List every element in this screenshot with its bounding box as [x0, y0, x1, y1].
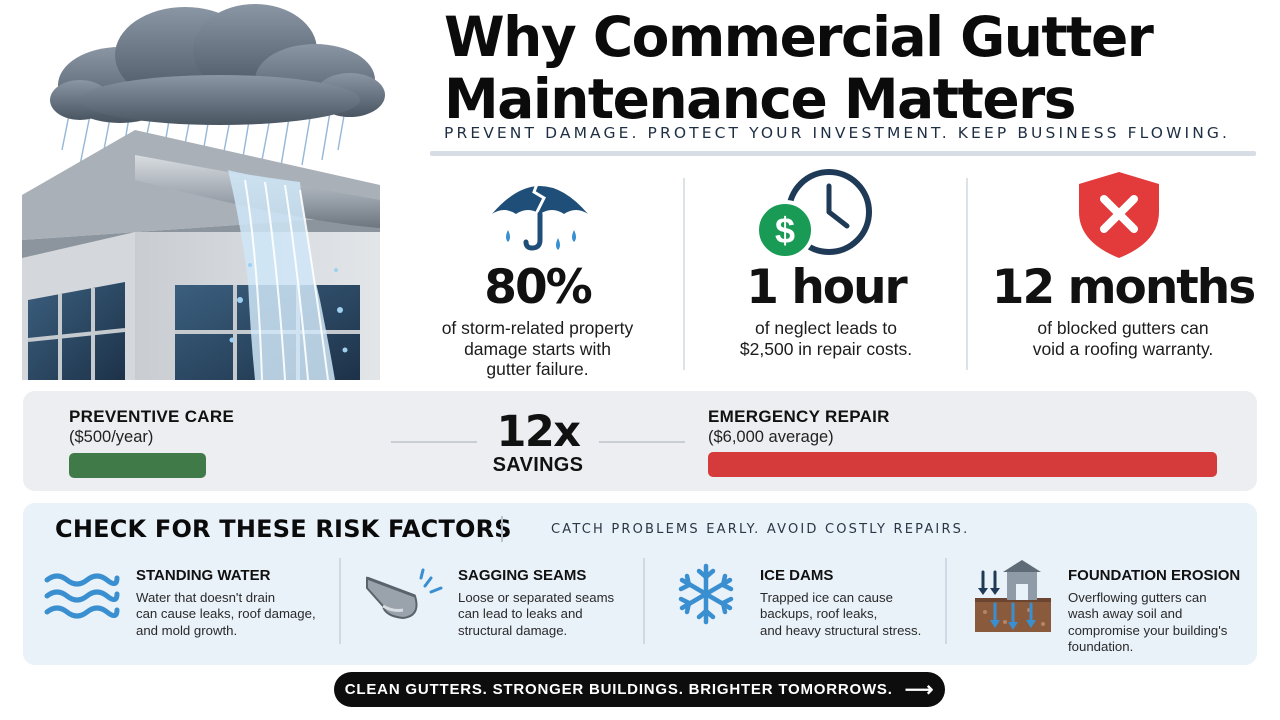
risk-factors-title: CHECK FOR THESE RISK FACTORS — [55, 515, 512, 543]
stat-description: of neglect leads to $2,500 in repair cos… — [685, 318, 967, 359]
title-line-2: Maintenance Matters — [444, 67, 1077, 131]
preventive-care-label: PREVENTIVE CARE — [69, 407, 235, 426]
cta-label: CLEAN GUTTERS. STRONGER BUILDINGS. BRIGH… — [344, 681, 893, 698]
emergency-cost-bar — [708, 452, 1217, 477]
arrow-right-icon: ⟶ — [904, 678, 935, 701]
risk-desc-line: Overflowing gutters can — [1068, 590, 1207, 605]
stat-divider — [966, 178, 968, 370]
stat-desc-line: of storm-related property — [441, 318, 634, 338]
foundation-erosion-icon — [975, 560, 1051, 632]
risk-desc-line: wash away soil and — [1068, 606, 1183, 622]
risk-divider — [643, 558, 645, 644]
risk-desc-line: structural damage. — [458, 622, 568, 638]
risk-factors-panel: CHECK FOR THESE RISK FACTORS CATCH PROBL… — [23, 503, 1257, 665]
risk-desc-line: can lead to leaks and — [458, 606, 583, 622]
gutter-seam-icon — [366, 568, 443, 620]
risk-factor-title: SAGGING SEAMS — [458, 567, 587, 584]
stat-desc-line: gutter failure. — [486, 359, 589, 379]
risk-factor-description: Overflowing gutters can wash away soil a… — [1068, 590, 1227, 655]
risk-factor-title: STANDING WATER — [136, 567, 271, 584]
ratio-line-left — [391, 441, 477, 443]
risk-factor-title: FOUNDATION EROSION — [1068, 567, 1241, 584]
risk-desc-line: Trapped ice can cause — [760, 590, 893, 605]
water-waves-icon — [44, 573, 120, 619]
stat-desc-line: $2,500 in repair costs. — [739, 338, 913, 359]
risk-factor-description: Loose or separated seams can lead to lea… — [458, 590, 614, 639]
stat-description: of blocked gutters can void a roofing wa… — [968, 318, 1278, 359]
emergency-repair-cost: ($6,000 average) — [708, 428, 834, 446]
title-divider — [430, 151, 1256, 156]
stat-divider — [683, 178, 685, 370]
preventive-cost-bar — [69, 453, 206, 478]
risk-desc-line: compromise your building's — [1068, 622, 1228, 638]
stat-desc-line: damage starts with — [464, 338, 611, 359]
cost-comparison-panel: PREVENTIVE CARE ($500/year) 12x SAVINGS … — [23, 391, 1257, 491]
risk-factors-tagline: CATCH PROBLEMS EARLY. AVOID COSTLY REPAI… — [551, 522, 970, 537]
risk-title-separator — [501, 516, 503, 542]
savings-ratio: 12x — [496, 407, 581, 457]
stat-value: 12 months — [991, 260, 1256, 315]
risk-divider — [945, 558, 947, 644]
risk-desc-line: can cause leaks, roof damage, — [136, 606, 316, 622]
snowflake-icon — [678, 563, 734, 625]
ratio-line-right — [599, 441, 685, 443]
storm-building-illustration — [22, 4, 385, 380]
stat-desc-line: of blocked gutters can — [1037, 318, 1209, 338]
risk-desc-line: Loose or separated seams — [458, 590, 615, 605]
risk-factor-description: Water that doesn't drain can cause leaks… — [136, 590, 316, 639]
broken-umbrella-icon — [492, 175, 588, 251]
dollar-clock-icon: $ — [755, 169, 872, 260]
stat-desc-line: of neglect leads to — [754, 318, 898, 338]
stat-value: 1 hour — [746, 260, 907, 315]
page-title: Why Commercial Gutter Maintenance Matter… — [444, 5, 1154, 131]
risk-desc-line: Water that doesn't drain — [136, 590, 276, 605]
page-tagline: PREVENT DAMAGE. PROTECT YOUR INVESTMENT.… — [444, 124, 1231, 142]
risk-desc-line: and heavy structural stress. — [760, 622, 922, 638]
savings-label: SAVINGS — [492, 454, 584, 476]
stat-desc-line: void a roofing warranty. — [1032, 338, 1214, 359]
risk-desc-line: and mold growth. — [136, 622, 238, 638]
shield-x-icon — [1079, 172, 1159, 258]
risk-divider — [339, 558, 341, 644]
risk-desc-line: foundation. — [1068, 638, 1134, 654]
title-line-1: Why Commercial Gutter — [444, 5, 1154, 69]
risk-factor-title: ICE DAMS — [760, 567, 834, 584]
preventive-care-cost: ($500/year) — [69, 428, 154, 446]
stat-value: 80% — [484, 260, 593, 315]
risk-desc-line: backups, roof leaks, — [760, 606, 878, 622]
svg-text:$: $ — [775, 210, 795, 251]
stat-description: of storm-related property damage starts … — [400, 318, 675, 380]
emergency-repair-label: EMERGENCY REPAIR — [708, 407, 890, 426]
cta-banner[interactable]: CLEAN GUTTERS. STRONGER BUILDINGS. BRIGH… — [334, 672, 945, 707]
risk-factor-description: Trapped ice can cause backups, roof leak… — [760, 590, 921, 639]
